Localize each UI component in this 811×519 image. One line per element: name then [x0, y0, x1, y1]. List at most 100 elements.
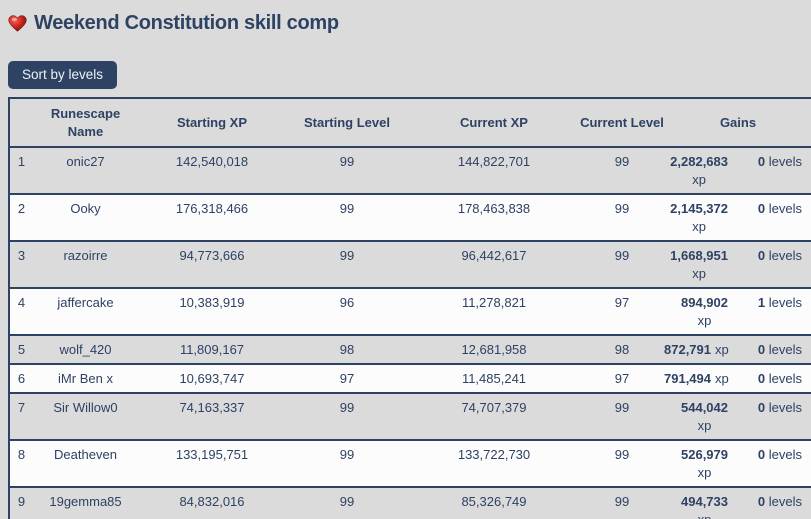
gains-levels: 0 levels	[757, 342, 802, 357]
starting-xp-cell: 74,163,337	[138, 393, 286, 441]
gains-values: 494,733xp 0 levels	[664, 493, 811, 519]
starting-xp-cell: 84,832,016	[138, 487, 286, 519]
player-name-cell: jaffercake	[33, 288, 138, 336]
player-name-cell: onic27	[33, 147, 138, 195]
gains-values: 1,668,951 xp 0 levels	[664, 247, 811, 283]
gains-values: 2,145,372 xp 0 levels	[664, 200, 811, 236]
gains-cell: 894,902 xp 1 levels	[664, 288, 811, 336]
leaderboard-table: Runescape Name Starting XP Starting Leve…	[8, 97, 811, 519]
table-row: 4 jaffercake 10,383,919 96 11,278,821 97…	[9, 288, 811, 336]
column-header-rank	[9, 98, 33, 148]
gains-levels: 0 levels	[757, 371, 802, 386]
gains-values: 544,042 xp 0 levels	[664, 399, 811, 435]
current-level-cell: 98	[580, 335, 664, 365]
gains-cell: 1,668,951 xp 0 levels	[664, 241, 811, 289]
starting-xp-cell: 142,540,018	[138, 147, 286, 195]
current-xp-cell: 96,442,617	[408, 241, 580, 289]
gains-xp: 1,668,951 xp	[670, 248, 728, 281]
starting-level-cell: 98	[286, 335, 408, 365]
table-row: 2 Ooky 176,318,466 99 178,463,838 99 2,1…	[9, 194, 811, 242]
sort-by-levels-button[interactable]: Sort by levels	[8, 61, 118, 89]
current-level-cell: 99	[580, 440, 664, 488]
gains-xp: 526,979 xp	[681, 447, 728, 480]
gains-xp: 791,494 xp	[664, 371, 729, 386]
current-level-cell: 99	[580, 241, 664, 289]
rank-cell: 2	[9, 194, 33, 242]
gains-levels: 0 levels	[757, 447, 802, 462]
gains-cell: 2,145,372 xp 0 levels	[664, 194, 811, 242]
current-level-cell: 97	[580, 288, 664, 336]
rank-cell: 1	[9, 147, 33, 195]
gains-levels: 0 levels	[757, 400, 802, 415]
gains-values: 872,791 xp 0 levels	[664, 341, 811, 359]
starting-xp-cell: 133,195,751	[138, 440, 286, 488]
table-row: 9 19gemma85 84,832,016 99 85,326,749 99 …	[9, 487, 811, 519]
player-name-cell: Sir Willow0	[33, 393, 138, 441]
current-level-cell: 99	[580, 487, 664, 519]
gains-cell: 2,282,683 xp 0 levels	[664, 147, 811, 195]
table-header-row: Runescape Name Starting XP Starting Leve…	[9, 98, 811, 148]
current-level-cell: 99	[580, 393, 664, 441]
gains-levels: 0 levels	[757, 201, 802, 216]
gains-values: 894,902 xp 1 levels	[664, 294, 811, 330]
gains-xp: 494,733xp	[681, 494, 728, 519]
table-row: 7 Sir Willow0 74,163,337 99 74,707,379 9…	[9, 393, 811, 441]
gains-xp: 544,042 xp	[681, 400, 728, 433]
column-header-gains: Gains	[664, 98, 811, 148]
table-row: 8 Deatheven 133,195,751 99 133,722,730 9…	[9, 440, 811, 488]
current-level-cell: 97	[580, 364, 664, 394]
page-title: Weekend Constitution skill comp	[34, 12, 339, 34]
gains-xp: 2,282,683 xp	[670, 154, 728, 187]
table-row: 6 iMr Ben x 10,693,747 97 11,485,241 97 …	[9, 364, 811, 394]
heart-icon	[8, 15, 27, 32]
starting-xp-cell: 10,693,747	[138, 364, 286, 394]
current-xp-cell: 133,722,730	[408, 440, 580, 488]
starting-level-cell: 99	[286, 147, 408, 195]
gains-cell: 494,733xp 0 levels	[664, 487, 811, 519]
current-level-cell: 99	[580, 147, 664, 195]
gains-xp: 894,902 xp	[681, 295, 728, 328]
table-row: 1 onic27 142,540,018 99 144,822,701 99 2…	[9, 147, 811, 195]
current-xp-cell: 85,326,749	[408, 487, 580, 519]
current-xp-cell: 11,278,821	[408, 288, 580, 336]
rank-cell: 3	[9, 241, 33, 289]
gains-xp: 872,791 xp	[664, 342, 729, 357]
gains-levels: 1 levels	[757, 295, 802, 310]
column-header-current-xp: Current XP	[408, 98, 580, 148]
starting-xp-cell: 176,318,466	[138, 194, 286, 242]
column-header-name: Runescape Name	[33, 98, 138, 148]
starting-xp-cell: 10,383,919	[138, 288, 286, 336]
starting-level-cell: 99	[286, 241, 408, 289]
player-name-cell: wolf_420	[33, 335, 138, 365]
player-name-cell: 19gemma85	[33, 487, 138, 519]
current-level-cell: 99	[580, 194, 664, 242]
gains-levels: 0 levels	[757, 154, 802, 169]
current-xp-cell: 144,822,701	[408, 147, 580, 195]
rank-cell: 6	[9, 364, 33, 394]
gains-values: 2,282,683 xp 0 levels	[664, 153, 811, 189]
starting-xp-cell: 94,773,666	[138, 241, 286, 289]
table-row: 5 wolf_420 11,809,167 98 12,681,958 98 8…	[9, 335, 811, 365]
starting-level-cell: 99	[286, 393, 408, 441]
gains-cell: 526,979 xp 0 levels	[664, 440, 811, 488]
gains-cell: 872,791 xp 0 levels	[664, 335, 811, 365]
current-xp-cell: 74,707,379	[408, 393, 580, 441]
current-xp-cell: 12,681,958	[408, 335, 580, 365]
table-header: Runescape Name Starting XP Starting Leve…	[9, 98, 811, 148]
table-body: 1 onic27 142,540,018 99 144,822,701 99 2…	[9, 147, 811, 519]
rank-cell: 8	[9, 440, 33, 488]
starting-xp-cell: 11,809,167	[138, 335, 286, 365]
rank-cell: 7	[9, 393, 33, 441]
starting-level-cell: 99	[286, 487, 408, 519]
gains-cell: 791,494 xp 0 levels	[664, 364, 811, 394]
column-header-starting-level: Starting Level	[286, 98, 408, 148]
page-header: Weekend Constitution skill comp	[0, 0, 811, 35]
gains-cell: 544,042 xp 0 levels	[664, 393, 811, 441]
starting-level-cell: 97	[286, 364, 408, 394]
gains-levels: 0 levels	[757, 248, 802, 263]
gains-values: 526,979 xp 0 levels	[664, 446, 811, 482]
player-name-cell: Deatheven	[33, 440, 138, 488]
table-row: 3 razoirre 94,773,666 99 96,442,617 99 1…	[9, 241, 811, 289]
player-name-cell: razoirre	[33, 241, 138, 289]
starting-level-cell: 99	[286, 440, 408, 488]
